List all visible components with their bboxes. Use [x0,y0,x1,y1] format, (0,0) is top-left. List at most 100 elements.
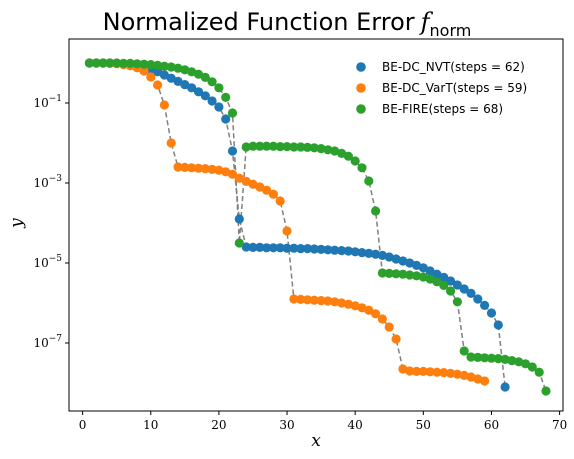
point-s2-36 [330,146,340,156]
point-s2-6 [125,58,135,68]
point-s0-34 [316,244,326,254]
point-s1-33 [309,295,319,305]
legend: BE-DC_NVT(steps = 62) BE-DC_VarT(steps = … [356,60,527,116]
point-s2-52 [439,280,449,290]
point-s0-53 [446,276,456,286]
point-s1-36 [330,297,340,307]
x-tick-label-20: 20 [211,418,226,432]
point-s0-29 [282,243,292,253]
y-axis-ticks: 10−1 10−3 10−5 10−7 [33,94,69,350]
point-s1-50 [425,367,435,377]
point-s2-55 [459,346,469,356]
y-tick-label-2: 10−5 [33,254,62,270]
point-s2-43 [377,268,387,278]
point-s1-35 [323,296,333,306]
point-s0-51 [432,269,442,279]
chart-title: Normalized Function Error fnorm [103,8,472,40]
point-s0-33 [309,244,319,254]
point-s1-17 [200,164,210,174]
point-s2-23 [241,142,251,152]
point-s0-19 [214,102,224,112]
point-s2-26 [262,141,272,151]
point-s1-31 [296,294,306,304]
point-s2-24 [248,141,258,151]
x-tick-label-60: 60 [484,418,499,432]
point-s0-27 [268,243,278,253]
point-s2-5 [118,58,129,68]
point-s2-51 [432,277,442,287]
point-s1-47 [405,366,415,376]
chart-title-text: Normalized Function Error [103,8,415,36]
legend-label-1: BE-DC_VarT(steps = 59) [382,81,527,95]
legend-label-2: BE-FIRE(steps = 68) [382,102,503,116]
point-s2-54 [452,297,462,307]
point-s2-65 [527,362,537,372]
point-s2-42 [371,206,381,216]
point-s0-18 [207,96,217,106]
point-s2-58 [480,353,490,363]
point-s2-4 [112,58,122,68]
point-s1-10 [153,80,163,90]
point-s0-28 [275,243,285,253]
point-s2-34 [316,144,326,154]
point-s2-15 [187,67,197,77]
point-s0-35 [323,245,333,255]
point-s0-54 [452,280,462,290]
point-s2-2 [98,58,108,68]
point-s0-42 [371,249,381,259]
point-s1-52 [439,368,449,378]
point-s2-8 [139,59,149,69]
point-s2-45 [391,269,401,279]
point-s0-36 [330,245,340,255]
point-s2-61 [500,354,510,364]
point-s1-15 [187,163,197,173]
point-s0-39 [350,247,360,257]
x-tick-label-10: 10 [143,418,158,432]
point-s0-58 [480,300,490,310]
point-s1-41 [364,305,374,315]
point-s1-48 [411,366,422,376]
point-s0-41 [364,248,374,258]
point-s2-44 [384,268,394,278]
point-s0-40 [357,248,367,258]
point-s1-18 [207,164,217,174]
x-tick-label-30: 30 [279,418,294,432]
point-s2-29 [282,142,292,152]
point-s1-49 [418,366,428,376]
point-s1-34 [316,296,326,306]
point-s2-62 [507,356,517,366]
point-s1-42 [371,309,381,319]
point-s2-10 [153,60,163,70]
point-s1-27 [268,189,278,199]
x-axis-label: x [311,431,321,451]
point-s2-3 [105,58,115,68]
point-s2-9 [146,60,156,70]
point-s2-39 [350,156,360,166]
point-s2-22 [234,238,244,248]
point-s2-66 [534,367,544,377]
point-s0-16 [193,87,204,97]
point-s0-52 [439,272,449,282]
point-s2-28 [275,142,285,152]
point-s0-57 [473,294,483,304]
point-s2-19 [214,83,224,93]
point-s0-55 [459,284,469,294]
point-s2-25 [255,141,265,151]
point-s1-29 [282,226,292,236]
point-s1-11 [159,100,169,110]
point-s2-59 [486,353,497,363]
point-s2-17 [200,72,210,82]
point-s0-60 [493,320,503,330]
point-s0-61 [500,382,510,392]
x-tick-label-50: 50 [416,418,431,432]
point-s2-56 [466,352,476,362]
point-s1-43 [377,314,387,324]
point-s2-40 [357,163,367,173]
point-s2-46 [398,269,408,279]
point-s1-37 [337,298,347,308]
point-s0-56 [466,288,476,298]
point-s1-51 [432,367,442,377]
plot-frame [68,38,564,412]
point-s0-25 [255,242,265,252]
